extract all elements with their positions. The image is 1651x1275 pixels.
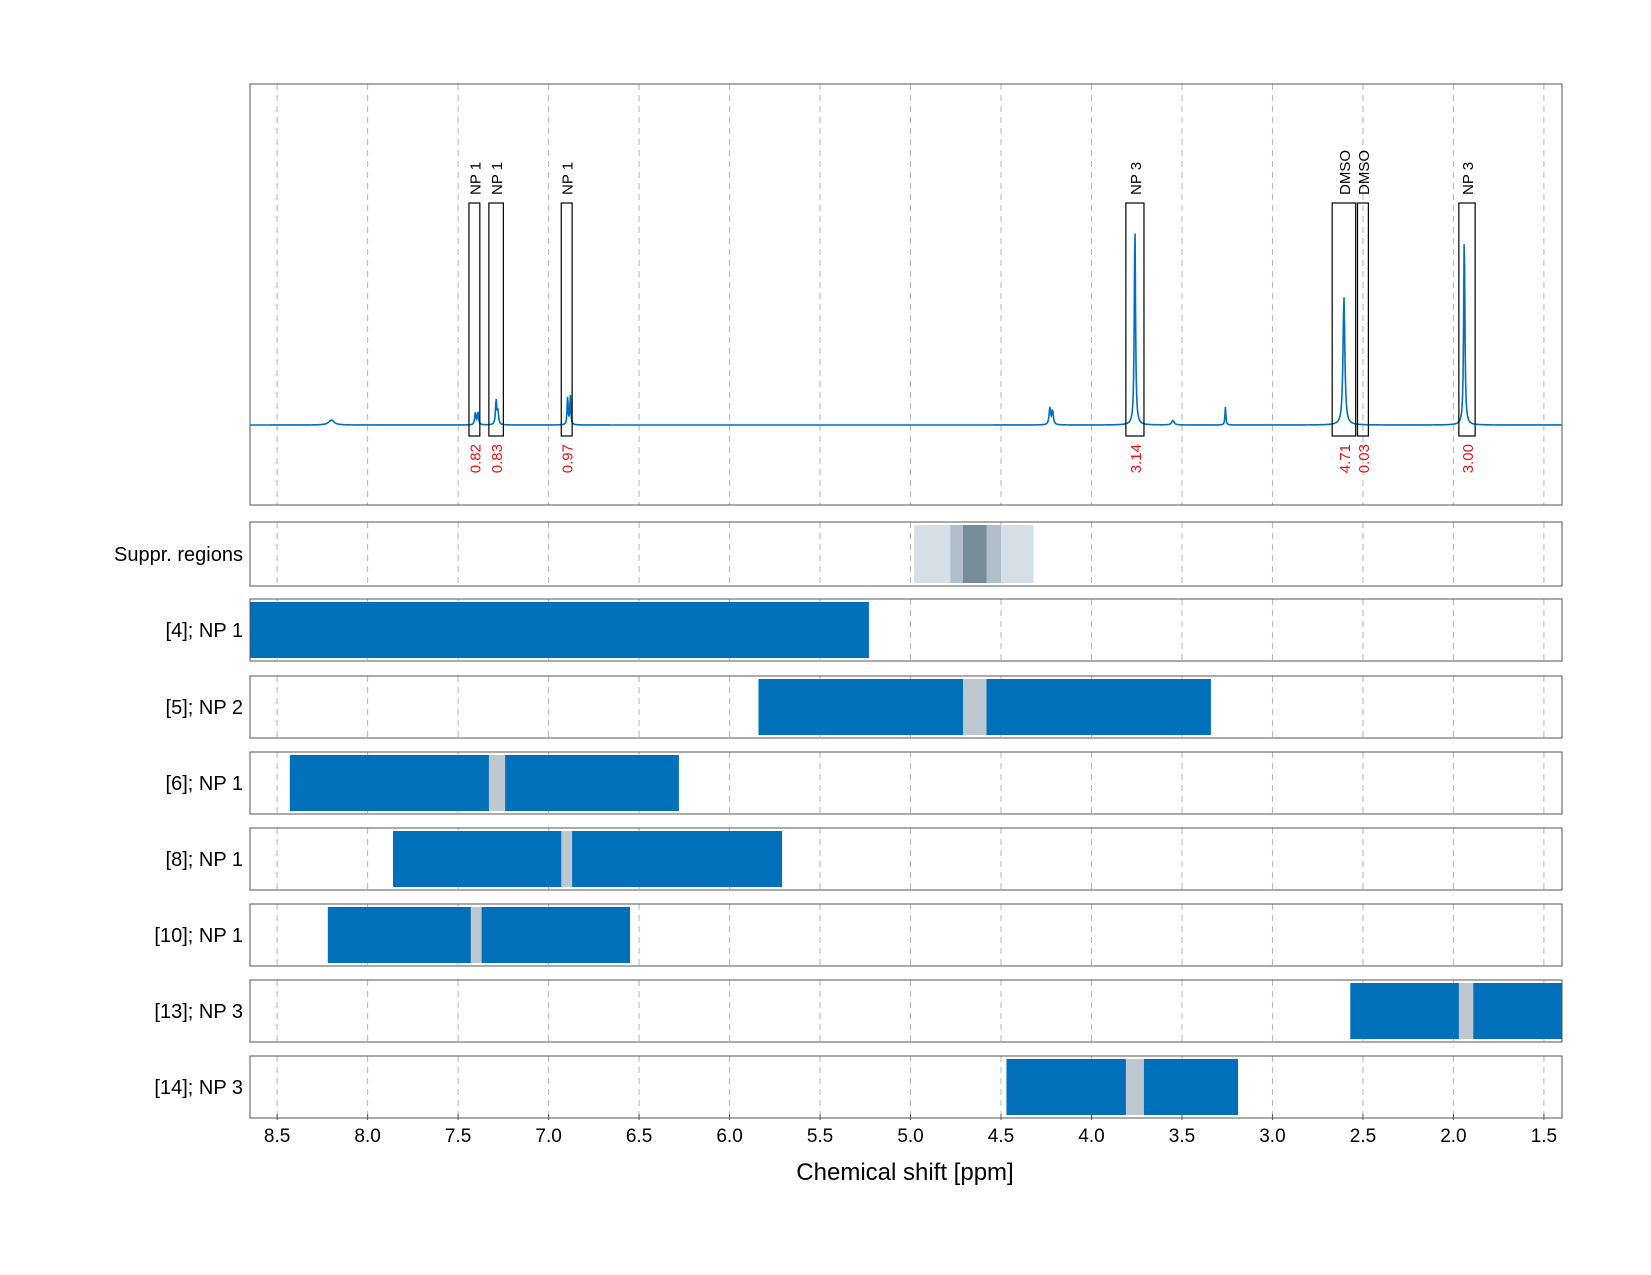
- peak-label: DMSO: [1356, 150, 1373, 195]
- peak-label: NP 1: [467, 162, 484, 195]
- row-frame: [249, 979, 1563, 1043]
- peak-label: NP 1: [489, 162, 506, 195]
- peak-label: NP 1: [560, 162, 577, 195]
- signal-bar[interactable]: [250, 602, 869, 658]
- spectrum-panel: NP 1 0.82 NP 1 0.83 NP 1 0.97 NP 3 3.14 DMSO 4.71…: [249, 83, 1563, 506]
- row-frame: [249, 1055, 1563, 1119]
- integral-value: 3.00: [1460, 444, 1477, 473]
- spectrum-frame: [249, 83, 1563, 506]
- grid-lines: [276, 84, 1545, 1118]
- peak-region-box[interactable]: [468, 202, 481, 437]
- integral-value: 3.14: [1128, 444, 1145, 473]
- peak-region-box[interactable]: [1356, 202, 1369, 437]
- suppression-label: Suppr. regions: [114, 544, 243, 566]
- x-tick-label: 4.0: [1078, 1126, 1104, 1147]
- signal-bar[interactable]: [1006, 1059, 1239, 1115]
- x-tick-label: 7.0: [535, 1126, 561, 1147]
- peak-region-box[interactable]: [1458, 202, 1476, 437]
- row-label: [8]; NP 1: [166, 849, 243, 871]
- signal-bar[interactable]: [289, 755, 679, 811]
- row-frame: [249, 751, 1563, 815]
- x-tick-label: 7.5: [445, 1126, 471, 1147]
- x-tick-label: 8.0: [354, 1126, 380, 1147]
- row-label: [10]; NP 1: [154, 925, 243, 947]
- peak-label: DMSO: [1337, 150, 1354, 195]
- row-frame: [249, 675, 1563, 739]
- x-tick-label: 6.0: [716, 1126, 742, 1147]
- row-label: [13]; NP 3: [154, 1001, 243, 1023]
- signal-bar[interactable]: [1350, 983, 1562, 1039]
- peak-label: NP 3: [1460, 162, 1477, 195]
- row-frame: [249, 827, 1563, 891]
- x-tick-label: 4.5: [988, 1126, 1014, 1147]
- row-frame: [249, 903, 1563, 967]
- signal-gap: [488, 755, 506, 811]
- row-label: [4]; NP 1: [166, 620, 243, 642]
- row-label: [6]; NP 1: [166, 773, 243, 795]
- signal-gap: [1458, 983, 1474, 1039]
- x-axis: 8.5 8.0 7.5 7.0 6.5 6.0 5.5 5.0 4.5 4.0 3.5 3.0 2.5 2…: [264, 1114, 1557, 1147]
- suppression-panel: Suppr. regions: [114, 521, 1563, 587]
- row-label: [5]; NP 2: [166, 697, 243, 719]
- signal-gap: [561, 831, 573, 887]
- peak-region-box[interactable]: [1331, 202, 1357, 437]
- integral-value: 0.97: [560, 444, 577, 473]
- x-tick-label: 6.5: [626, 1126, 652, 1147]
- suppression-region: [963, 525, 987, 583]
- x-tick-label: 5.5: [807, 1126, 833, 1147]
- peak-label: NP 3: [1128, 162, 1145, 195]
- suppression-frame: [249, 521, 1563, 587]
- integral-value: 0.03: [1356, 444, 1373, 473]
- peak-region-box[interactable]: [560, 202, 573, 437]
- signal-gap: [1125, 1059, 1144, 1115]
- x-tick-label: 3.5: [1169, 1126, 1195, 1147]
- x-tick-label: 8.5: [264, 1126, 290, 1147]
- integral-value: 4.71: [1337, 444, 1354, 473]
- x-tick-label: 2.0: [1440, 1126, 1466, 1147]
- peak-region-box[interactable]: [488, 202, 504, 437]
- row-label: [14]; NP 3: [154, 1077, 243, 1099]
- signal-rows: [4]; NP 1 [5]; NP 2 [6]; NP 1 [8]; NP 1 [10]…: [154, 598, 1563, 1119]
- signal-gap: [963, 679, 987, 735]
- signal-bar[interactable]: [392, 831, 783, 887]
- x-tick-label: 1.5: [1531, 1126, 1557, 1147]
- x-axis-title: Chemical shift [ppm]: [796, 1159, 1013, 1186]
- peak-region-box[interactable]: [1125, 202, 1145, 437]
- row-frame: [249, 598, 1563, 662]
- x-tick-label: 2.5: [1350, 1126, 1376, 1147]
- x-tick-label: 3.0: [1259, 1126, 1285, 1147]
- x-tick-label: 5.0: [897, 1126, 923, 1147]
- integral-value: 0.83: [489, 444, 506, 473]
- integral-value: 0.82: [467, 444, 484, 473]
- signal-gap: [470, 907, 482, 963]
